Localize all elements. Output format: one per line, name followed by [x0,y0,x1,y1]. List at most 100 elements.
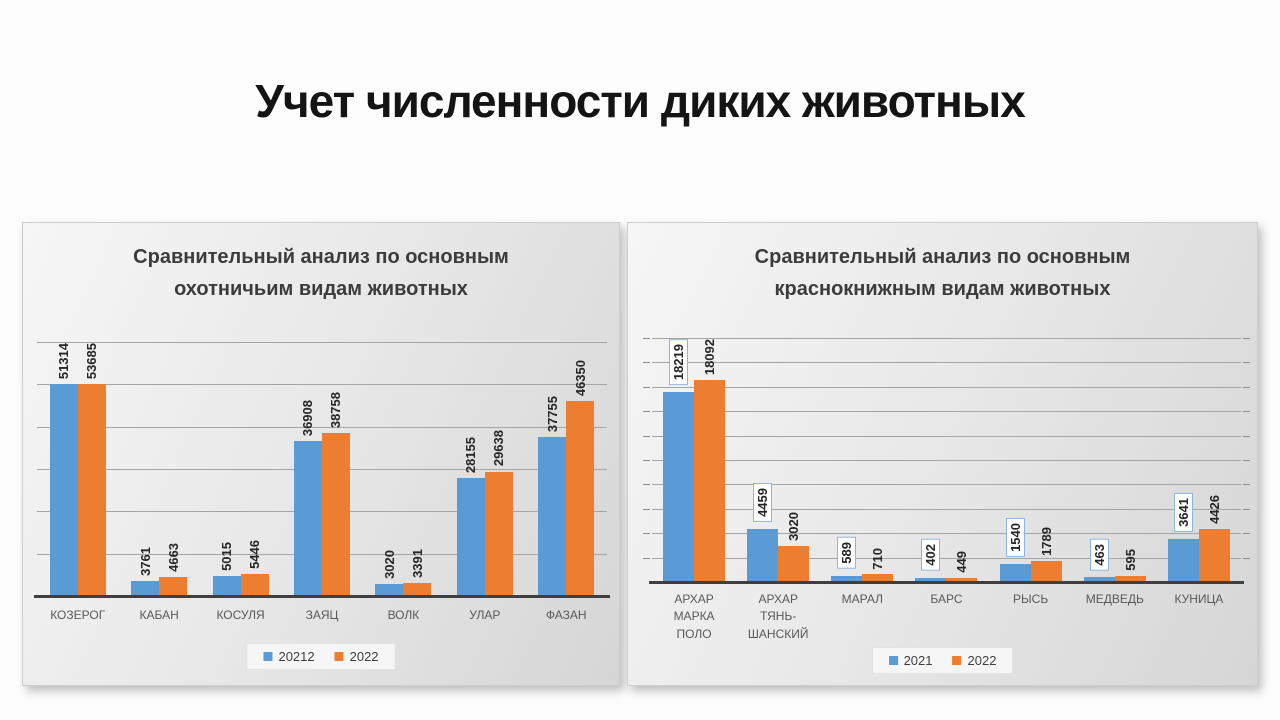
legend-item: 20212 [263,649,315,664]
gridline [652,362,1241,364]
bar-with-label: 5446 [240,343,269,597]
bar-groups: 18219 18092 4459 3020 589 710 402 449 1540 1789 46… [652,339,1241,583]
bar [663,392,695,583]
bar-group: 28155 29638 [444,343,525,597]
bar-with-label: 28155 [456,343,485,597]
legend-swatch [888,656,898,665]
bar-value-label: 38758 [328,391,344,428]
category-label: КАБАН [139,608,179,622]
bar [159,577,188,597]
bar-value-label: 589 [837,537,857,569]
legend-label: 2022 [349,649,379,664]
bar-value-label: 5015 [219,541,235,571]
bar-value-label: 3020 [381,550,397,580]
category-label: ВОЛК [387,608,420,622]
axis-tick [643,435,650,437]
bar-with-label: 36908 [293,343,322,597]
bar-with-label: 3020 [375,343,404,597]
gridline [652,508,1241,510]
bar [946,577,978,583]
right-chart-legend: 2021 2022 [871,647,1014,674]
bar-value-label: 4459 [753,482,773,522]
legend-swatch [263,652,273,661]
left-chart-title-text: Сравнительный анализ по основным охотнич… [133,246,509,300]
gridline [37,384,607,386]
bar [375,584,404,597]
bar-group: 1540 1789 [989,339,1073,583]
bar [694,380,726,583]
axis-tick [1243,557,1250,559]
gridline [652,533,1241,535]
axis-tick [643,338,650,339]
bar-group: 463 595 [1073,339,1157,583]
axis-tick [643,411,650,413]
category-label: АРХАР МАРКА ПОЛО [673,592,715,641]
bar-value-label: 595 [1122,549,1138,571]
bar-value-label: 5446 [247,540,263,569]
bar-with-label: 37755 [538,343,567,597]
bar-with-label: 53685 [77,343,106,597]
gridline [37,342,607,343]
bar-with-label: 710 [862,339,894,583]
axis-tick [1243,386,1250,388]
bar [1030,561,1062,583]
bar-with-label: 3641 [1167,339,1199,583]
bar [915,578,947,583]
bar-group: 402 449 [904,339,988,583]
bar-value-label: 53685 [84,343,100,380]
axis-tick [1243,435,1250,437]
bar-value-label: 3020 [786,512,802,542]
gridline [652,460,1241,461]
legend-swatch [334,652,344,661]
bar [747,528,779,583]
bar [538,437,567,597]
legend-label: 2021 [903,653,933,668]
bar-with-label: 3020 [778,339,810,583]
bar [1198,529,1230,583]
gridline [37,426,607,428]
x-axis-line [34,595,610,598]
right-chart-panel: Сравнительный анализ по основным краснок… [627,222,1258,686]
bar-value-label: 1540 [1005,518,1025,558]
bar-value-label: 3641 [1173,492,1193,532]
bar-with-label: 3761 [131,343,160,597]
bar [778,546,810,583]
bar [212,575,241,597]
bar-with-label: 51314 [49,343,78,597]
left-chart-title: Сравнительный анализ по основным охотнич… [23,241,619,305]
bar [566,400,595,597]
bar-with-label: 4459 [747,339,779,583]
left-chart-panel: Сравнительный анализ по основным охотнич… [22,222,620,686]
x-axis-line [649,581,1244,584]
bar [456,477,485,597]
bar [77,384,106,597]
bar-value-label: 1789 [1038,527,1054,557]
axis-tick [643,557,650,559]
category-label: КОСУЛЯ [216,608,265,622]
gridline [652,338,1241,339]
right-chart-title: Сравнительный анализ по основным краснок… [628,241,1257,305]
bar-with-label: 3391 [403,343,432,597]
bar-value-label: 37755 [544,396,560,433]
bar [862,574,894,583]
left-chart-category-axis: КОЗЕРОГ КАБАН КОСУЛЯ ЗАЯЦ ВОЛК УЛАР ФАЗАН [37,607,607,624]
bar-group: 4459 3020 [736,339,820,583]
bar-value-label: 463 [1089,538,1109,571]
axis-tick [1243,411,1250,413]
bar [831,575,863,583]
bar-group: 37755 46350 [526,343,607,597]
bar-value-label: 36908 [300,399,316,436]
gridline [652,411,1241,413]
bar-value-label: 710 [870,547,886,570]
category-label: ЗАЯЦ [305,608,339,622]
bar-groups: 51314 53685 3761 4663 5015 5446 36908 38758 3020… [37,343,607,597]
axis-tick [643,484,650,486]
bar-with-label: 5015 [212,343,241,597]
category-label: УЛАР [469,608,501,622]
bar [49,384,78,597]
bar-group: 3641 4426 [1157,339,1241,583]
bar-with-label: 595 [1114,339,1146,583]
category-label: КОЗЕРОГ [50,608,106,622]
category-label: РЫСЬ [1013,592,1049,606]
left-chart-plot-area: 51314 53685 3761 4663 5015 5446 36908 38758 3020… [34,342,610,598]
